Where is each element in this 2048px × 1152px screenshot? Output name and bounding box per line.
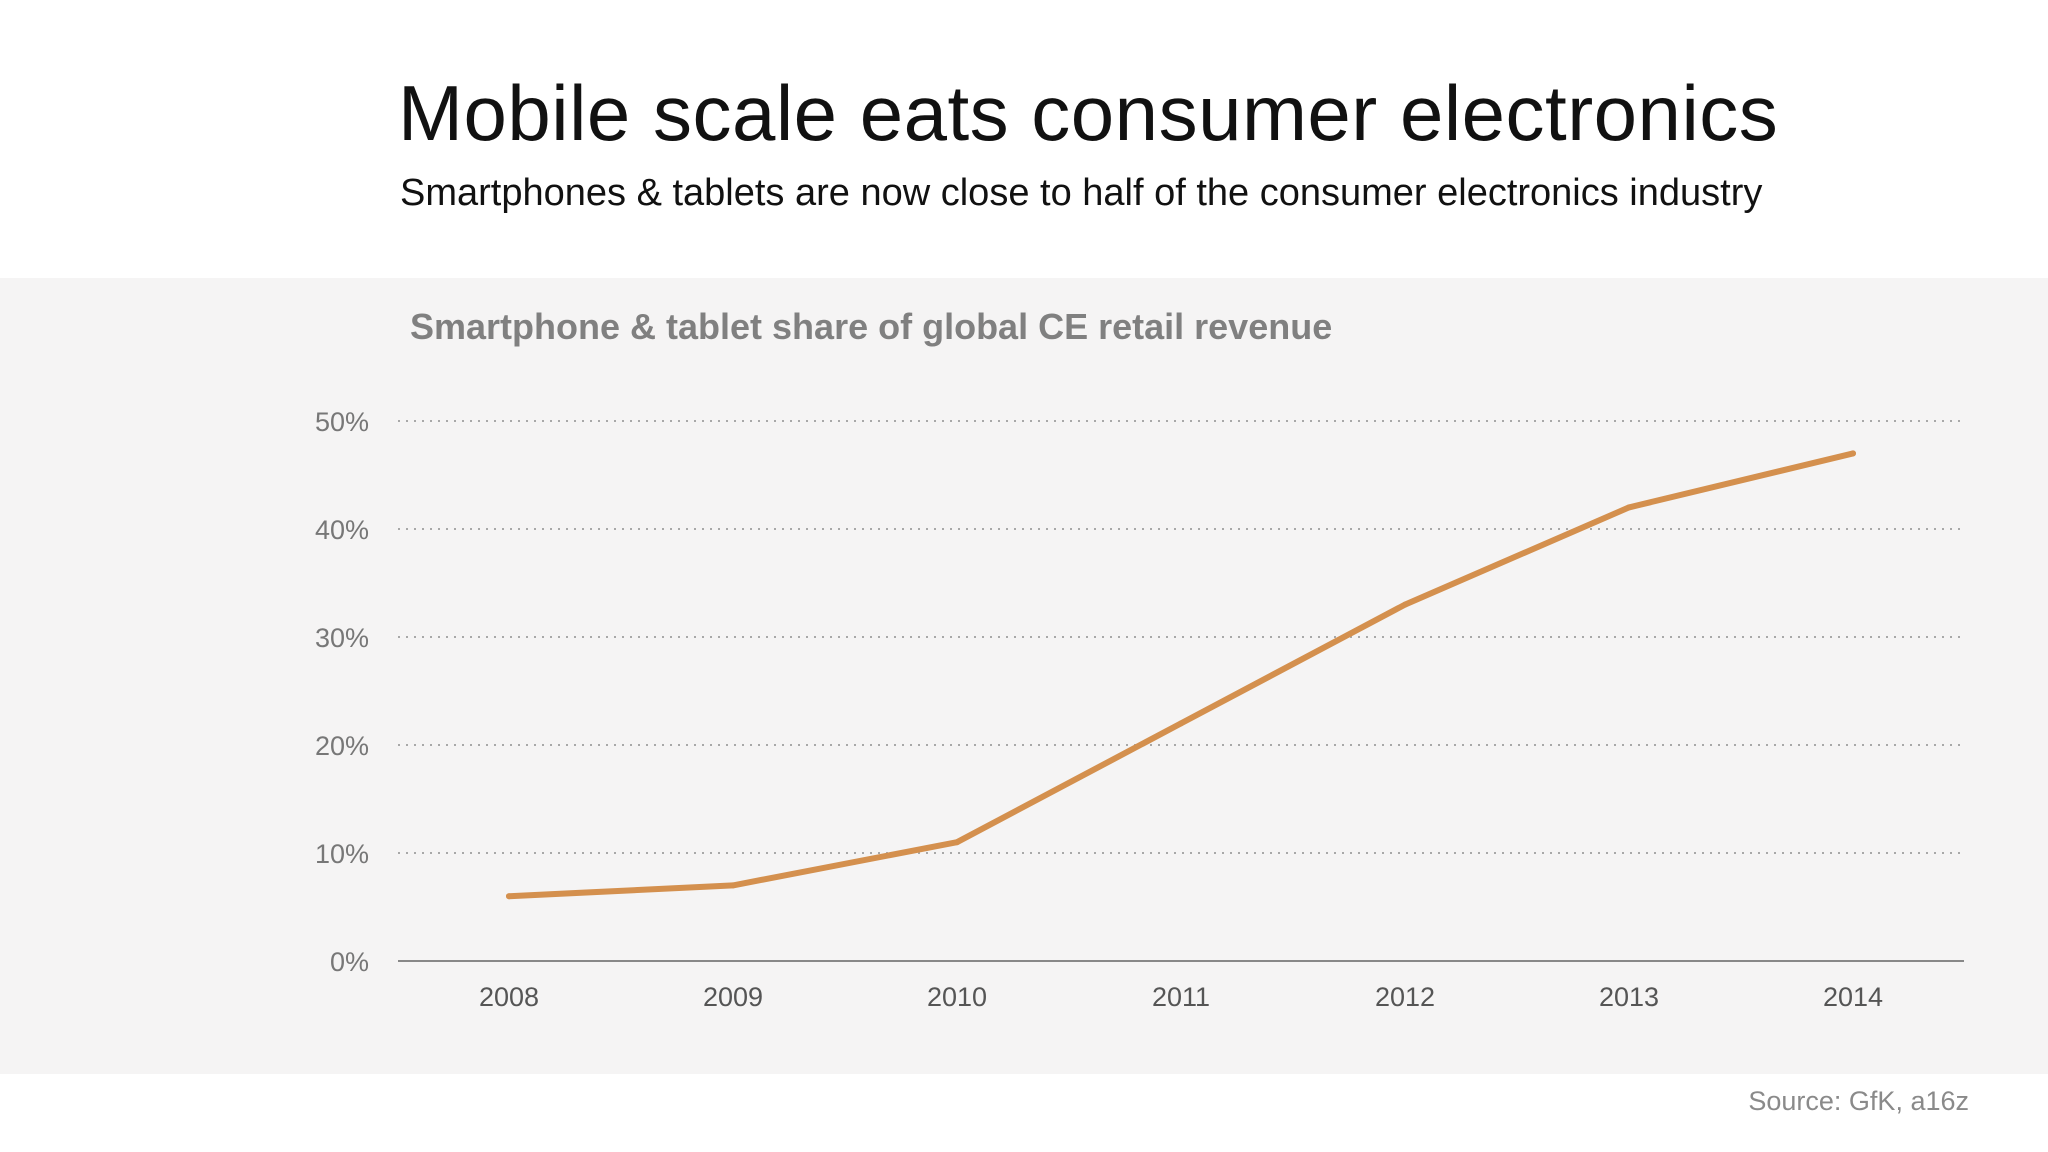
data-point bbox=[506, 893, 512, 900]
x-axis-ticks: 2008 2009 2010 2011 2012 2013 2014 bbox=[479, 982, 1883, 1012]
series-layer bbox=[506, 450, 1856, 900]
x-tick-label: 2012 bbox=[1375, 982, 1435, 1012]
x-tick-label: 2011 bbox=[1152, 982, 1210, 1012]
y-tick-label: 10% bbox=[315, 839, 369, 869]
x-tick-label: 2014 bbox=[1823, 982, 1883, 1012]
y-axis-ticks: 0% 10% 20% 30% 40% 50% bbox=[315, 407, 369, 977]
slide-title: Mobile scale eats consumer electronics bbox=[398, 69, 1779, 157]
chart-panel: Smartphone & tablet share of global CE r… bbox=[0, 278, 2048, 1074]
y-tick-label: 50% bbox=[315, 407, 369, 437]
x-tick-label: 2010 bbox=[927, 982, 987, 1012]
data-point bbox=[1850, 450, 1856, 457]
source-note: Source: GfK, a16z bbox=[1748, 1086, 1969, 1116]
data-point bbox=[1626, 504, 1632, 511]
x-tick-label: 2008 bbox=[479, 982, 539, 1012]
slide-subtitle: Smartphones & tablets are now close to h… bbox=[400, 172, 1763, 214]
gridlines bbox=[398, 420, 1964, 854]
x-tick-label: 2013 bbox=[1599, 982, 1659, 1012]
line-chart: Smartphone & tablet share of global CE r… bbox=[315, 306, 1964, 1012]
series-line bbox=[506, 450, 1856, 900]
y-tick-label: 30% bbox=[315, 623, 369, 653]
chart-title: Smartphone & tablet share of global CE r… bbox=[410, 306, 1332, 347]
x-tick-label: 2009 bbox=[703, 982, 763, 1012]
data-point bbox=[954, 839, 960, 846]
data-point bbox=[730, 882, 736, 889]
data-point bbox=[1402, 601, 1408, 608]
y-tick-label: 20% bbox=[315, 731, 369, 761]
y-tick-label: 0% bbox=[330, 947, 369, 977]
data-point bbox=[1178, 720, 1184, 727]
y-tick-label: 40% bbox=[315, 515, 369, 545]
